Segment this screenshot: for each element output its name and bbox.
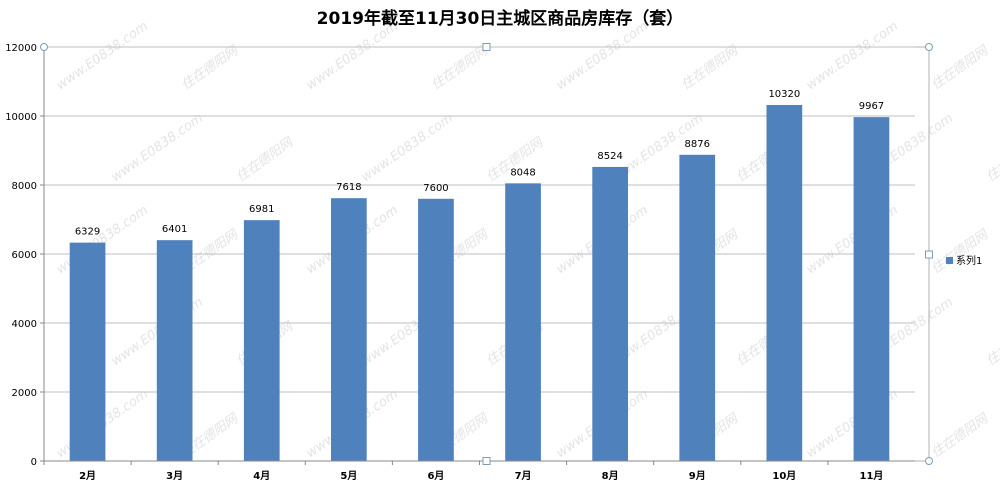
watermark-text: 住在德阳网 [179,43,242,94]
y-axis-ticks: 0 2000 4000 6000 8000 10000 12000 [5,43,44,468]
data-label: 8524 [597,151,622,162]
watermark-text: 住在德阳网 [679,43,742,94]
x-tick-label: 4月 [253,470,270,482]
watermark-text: 住在德阳网 [929,411,992,462]
resize-handle-bottom-right[interactable] [925,457,933,465]
x-tick-label: 9月 [689,470,706,482]
bar [418,198,454,462]
watermark-text: www.E0838.com [359,111,456,185]
bar [243,220,280,461]
bar [330,198,367,461]
watermark-text: 住在德阳网 [929,43,992,94]
y-tick-label: 4000 [12,319,37,330]
x-tick-label: 8月 [602,470,619,482]
watermark-text: www.E0838.com [804,19,901,93]
x-tick-label: 3月 [166,470,183,482]
y-tick-label: 0 [31,457,37,468]
watermark-text: www.E0838.com [554,19,651,93]
data-label: 6401 [162,224,187,235]
x-tick-label: 2月 [79,470,96,482]
bar-series [69,104,890,462]
data-label: 8876 [685,139,710,150]
resize-handle-top[interactable] [482,43,491,51]
data-label: 6329 [75,227,100,238]
legend-label: 系列1 [956,254,982,267]
y-tick-label: 12000 [5,43,37,54]
watermark-text: 住在德阳网 [234,135,297,186]
bar [69,242,106,461]
legend-swatch [946,257,953,264]
watermark-text: www.E0838.com [54,19,151,93]
watermark-text: 住在德阳网 [984,319,1000,370]
y-tick-label: 6000 [12,250,37,261]
data-label: 7600 [423,183,448,194]
watermark-text: 住在德阳网 [984,135,1000,186]
x-tick-label: 5月 [340,470,357,482]
x-tick-label: 6月 [427,470,444,482]
data-label: 6981 [249,204,274,215]
watermark-text: www.E0838.com [109,111,206,185]
bar [679,154,716,461]
y-tick-label: 8000 [12,181,37,192]
watermark-text: 住在德阳网 [929,227,992,278]
watermark-text: www.E0838.com [304,19,401,93]
bar [592,166,629,461]
data-label: 10320 [768,89,800,100]
bar [853,117,890,462]
data-label: 8048 [510,167,535,178]
data-label: 9967 [859,101,884,112]
data-label: 7618 [336,182,361,193]
resize-handle-right[interactable] [925,250,933,259]
x-tick-label: 10月 [772,470,796,482]
bar [766,104,803,462]
bar [156,240,193,461]
data-labels: 6329 6401 6981 7618 7600 8048 8524 8876 10320 996… [75,89,884,238]
resize-handle-bottom[interactable] [482,457,491,465]
x-tick-label: 11月 [859,470,883,482]
y-tick-label: 2000 [12,388,37,399]
legend: 系列1 [946,254,982,267]
resize-handle-top-right[interactable] [925,43,933,51]
x-tick-label: 7月 [515,470,532,482]
y-tick-label: 10000 [5,112,37,123]
chart-title: 2019年截至11月30日主城区商品房库存（套） [317,8,684,29]
resize-handle-top-left[interactable] [40,43,48,51]
bar [505,183,541,461]
x-axis-ticks: 2月 3月 4月 5月 6月 7月 8月 9月 10月 11月 [43,461,883,482]
selection-handles[interactable] [40,43,933,465]
